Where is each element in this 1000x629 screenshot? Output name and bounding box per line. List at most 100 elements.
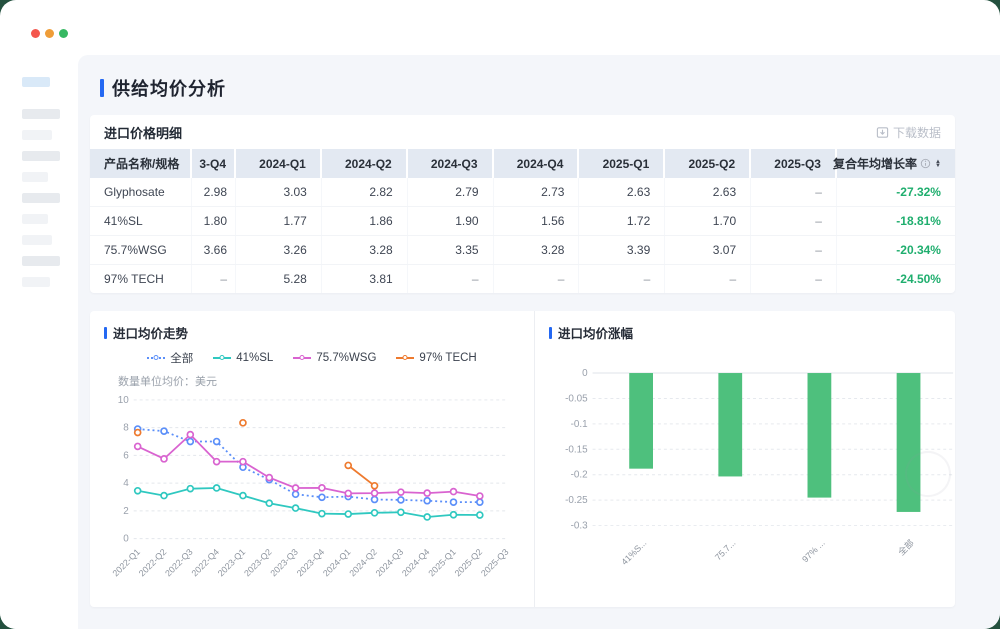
product-name-cell: Glyphosate [90,178,192,206]
line-chart: 02468102022-Q12022-Q22022-Q32022-Q42023-… [110,395,511,579]
svg-text:2024-Q3: 2024-Q3 [374,547,406,579]
svg-text:41%S...: 41%S... [619,538,648,567]
info-icon [920,158,931,169]
column-header-label: 2025-Q2 [688,156,736,171]
price-cell: – [751,265,837,293]
svg-text:2024-Q1: 2024-Q1 [321,547,353,579]
price-cell: – [665,265,752,293]
svg-text:2023-Q2: 2023-Q2 [242,547,274,579]
price-cell: 1.90 [408,207,494,235]
svg-text:2024-Q2: 2024-Q2 [347,547,379,579]
sidebar-skeleton-item [22,172,48,182]
legend-item[interactable]: 75.7%WSG [293,350,376,366]
column-header: 2025-Q3 [751,149,837,178]
price-cell: – [494,265,580,293]
title-accent-bar [100,79,104,97]
legend-label: 全部 [170,353,194,365]
svg-text:2022-Q2: 2022-Q2 [137,547,169,579]
svg-text:2025-Q1: 2025-Q1 [426,547,458,579]
price-cell: 3.28 [322,236,408,264]
column-header-label: 2025-Q3 [774,156,821,171]
price-cell: 3.66 [192,236,236,264]
svg-text:2022-Q1: 2022-Q1 [110,547,142,579]
price-cell: 3.03 [236,178,322,206]
change-chart-title: 进口均价涨幅 [558,327,634,341]
svg-text:-0.1: -0.1 [571,419,589,430]
column-header: 2024-Q2 [321,149,408,178]
price-cell: 2.79 [408,178,494,206]
price-cell: – [579,265,666,293]
svg-text:2024-Q4: 2024-Q4 [400,547,432,579]
legend-item[interactable]: 41%SL [213,350,273,366]
svg-text:10: 10 [118,395,130,406]
download-data-button[interactable]: 下载数据 [876,124,941,141]
svg-text:-0.3: -0.3 [571,521,589,532]
legend-item[interactable]: 全部 [147,350,193,366]
column-header-label: 2024-Q2 [345,156,392,171]
chart-accent-bar [104,326,107,339]
sidebar-skeleton-item [22,130,52,140]
svg-text:-0.15: -0.15 [565,444,588,455]
sidebar-skeleton-item [22,235,52,245]
svg-text:-0.2: -0.2 [571,470,588,481]
product-name-cell: 41%SL [90,207,192,235]
sidebar-skeleton-item[interactable] [22,77,50,87]
svg-text:2025-Q3: 2025-Q3 [479,547,511,579]
sidebar-skeleton-item [22,277,50,287]
zoom-window-button[interactable] [59,29,68,38]
svg-text:2: 2 [123,506,129,517]
price-cell: – [408,265,494,293]
trend-chart-panel: 进口均价走势 全部 41%SL 75.7%WSG 97% TECH 数量单位均价：美元… [90,311,535,607]
price-cell: – [751,207,837,235]
table-body: Glyphosate 2.98 3.03 2.82 2.79 2.73 2.63 2.63– -… [90,178,955,293]
price-cell: 1.77 [236,207,322,235]
svg-text:4: 4 [123,478,129,489]
legend-label: 75.7%WSG [316,352,377,364]
bar-chart: 0 -0.05 -0.1 -0.15 -0.2 -0.25 -0.3 41%S... 75.7.… [565,368,954,567]
column-header[interactable]: 复合年均增长率 ▲ ▼ [833,149,955,178]
price-cell: 2.98 [192,178,236,206]
sort-icon[interactable]: ▲ ▼ [935,158,941,169]
legend-marker-icon [213,355,232,360]
table-row: Glyphosate 2.98 3.03 2.82 2.79 2.73 2.63 2.63– -… [90,178,955,207]
sidebar-skeleton-item [22,151,60,161]
price-cell: 2.63 [665,178,752,206]
table-row: 97% TECH –5.28 3.81– – – – – -24.50% [90,265,955,293]
table-row: 75.7%WSG 3.66 3.26 3.28 3.35 3.28 3.39 3.07– -20… [90,236,955,265]
svg-text:75.7...: 75.7... [713,538,738,563]
column-header-label: 2024-Q4 [516,156,564,171]
svg-text:6: 6 [123,450,129,461]
cagr-cell: -18.81% [896,214,941,228]
svg-text:8: 8 [123,423,129,434]
sidebar-skeleton-item [22,109,60,119]
price-cell: 3.26 [236,236,322,264]
column-header: 3-Q4 [192,149,236,178]
legend-marker-icon [396,355,415,360]
table-header-row: 产品名称/规格 3-Q4 2024-Q1 2024-Q2 2024-Q3 2024-Q4 2… [90,149,955,178]
price-cell: 2.82 [322,178,408,206]
column-header-label: 复合年均增长率 [833,157,918,171]
svg-text:2023-Q4: 2023-Q4 [295,547,327,579]
legend-item[interactable]: 97% TECH [396,350,477,366]
sidebar-skeleton-item [22,214,48,224]
legend-label: 41%SL [236,352,274,364]
window-controls [31,29,68,38]
minimize-window-button[interactable] [45,29,54,38]
price-cell: – [751,236,837,264]
price-cell: 1.70 [665,207,752,235]
svg-text:-0.25: -0.25 [565,495,588,506]
price-cell: 5.28 [236,265,322,293]
price-cell: – [192,265,236,293]
sidebar [0,55,78,629]
chart-accent-bar [549,326,552,339]
column-header: 2024-Q1 [236,149,322,178]
svg-text:0: 0 [582,368,588,379]
price-cell: 3.35 [408,236,494,264]
legend-marker-icon [147,355,166,360]
column-header: 2025-Q2 [665,149,752,178]
price-cell: 2.63 [579,178,666,206]
close-window-button[interactable] [31,29,40,38]
column-header: 2025-Q1 [579,149,666,178]
legend-marker-icon [293,355,312,360]
